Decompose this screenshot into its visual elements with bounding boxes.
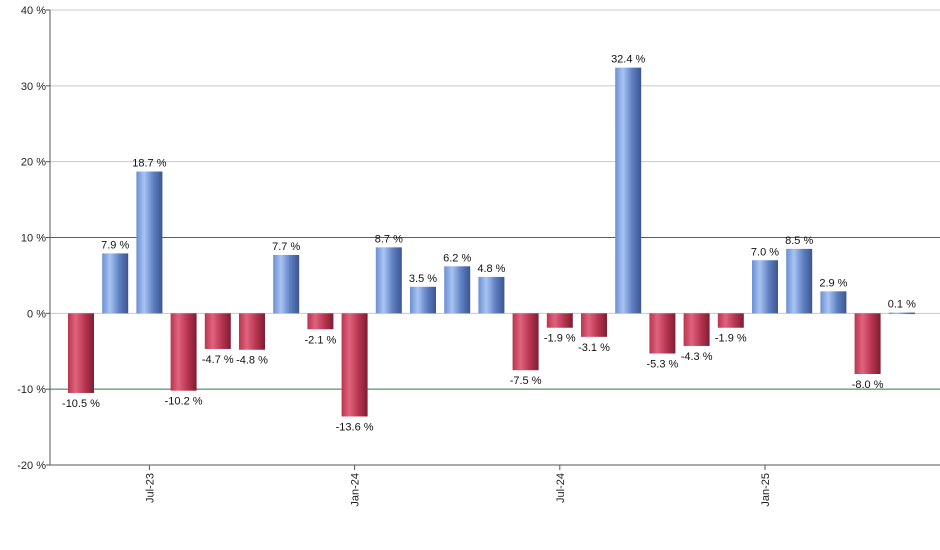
bar-negative (512, 313, 539, 371)
y-tick-label: -10 % (17, 384, 46, 396)
value-label: 0.1 % (888, 299, 916, 311)
value-label: -8.0 % (852, 379, 884, 391)
value-label: 32.4 % (611, 54, 645, 66)
value-label: -4.7 % (202, 354, 234, 366)
x-tick-label: Jul-23 (144, 473, 156, 503)
x-tick-label: Jul-24 (555, 473, 567, 503)
y-tick-label: 10 % (21, 233, 46, 245)
bars-group (68, 67, 915, 417)
value-labels-group: -10.5 % 7.9 % 18.7 % -10.2 % -4.7 % -4.8 % 7.7… (62, 54, 916, 434)
bar-negative (649, 313, 676, 354)
x-tick-label: Jan-24 (350, 473, 362, 507)
value-label: -1.9 % (544, 333, 576, 345)
bar-positive (615, 67, 642, 314)
x-tick-label: Jan-25 (760, 473, 772, 507)
value-label: -10.5 % (62, 398, 100, 410)
bar-positive (102, 253, 129, 314)
value-label: -13.6 % (336, 421, 374, 433)
value-label: 18.7 % (132, 158, 166, 170)
axes-group: -20 % -10 % 0 % 10 % 20 % 30 % 40 % Jul-23 Jan-2… (17, 5, 940, 507)
bar-negative (170, 313, 197, 391)
y-tick-label: -20 % (17, 460, 46, 472)
value-label: 7.7 % (272, 241, 300, 253)
bar-negative (307, 313, 334, 330)
bar-negative (204, 313, 231, 349)
y-tick-label: 40 % (21, 5, 46, 17)
value-label: 7.0 % (751, 246, 779, 258)
bar-positive (888, 312, 915, 315)
bar-negative (683, 313, 710, 346)
value-label: 4.8 % (477, 263, 505, 275)
value-label: -5.3 % (647, 359, 679, 371)
bar-positive (410, 286, 436, 314)
value-label: 6.2 % (443, 252, 471, 264)
value-label: 8.7 % (375, 233, 403, 245)
value-label: -3.1 % (578, 342, 610, 354)
bar-positive (136, 171, 163, 314)
value-label: 7.9 % (101, 239, 129, 251)
value-label: -4.8 % (236, 355, 268, 367)
value-label: -7.5 % (510, 375, 542, 387)
bar-positive (375, 247, 402, 314)
bar-positive (820, 291, 847, 314)
value-label: -10.2 % (165, 396, 203, 408)
y-tick-label: 20 % (21, 157, 46, 169)
value-label: 3.5 % (409, 273, 437, 285)
value-label: -2.1 % (305, 334, 337, 346)
bar-negative (239, 313, 265, 350)
bar-positive (786, 248, 813, 314)
value-label: -1.9 % (715, 333, 747, 345)
bar-positive (752, 260, 778, 314)
bar-positive (273, 254, 300, 314)
value-label: -4.3 % (681, 351, 713, 363)
bar-negative (581, 313, 607, 337)
bar-positive (444, 266, 471, 314)
y-tick-label: 30 % (21, 81, 46, 93)
bar-positive (478, 276, 505, 314)
value-label: 8.5 % (785, 235, 813, 247)
bar-negative (717, 313, 744, 328)
y-tick-label: 0 % (27, 308, 46, 320)
bar-negative (546, 313, 573, 328)
bar-negative (854, 313, 881, 374)
value-label: 2.9 % (819, 277, 847, 289)
bar-negative (68, 313, 94, 393)
grid-lines (50, 9, 940, 466)
bar-negative (341, 313, 368, 417)
